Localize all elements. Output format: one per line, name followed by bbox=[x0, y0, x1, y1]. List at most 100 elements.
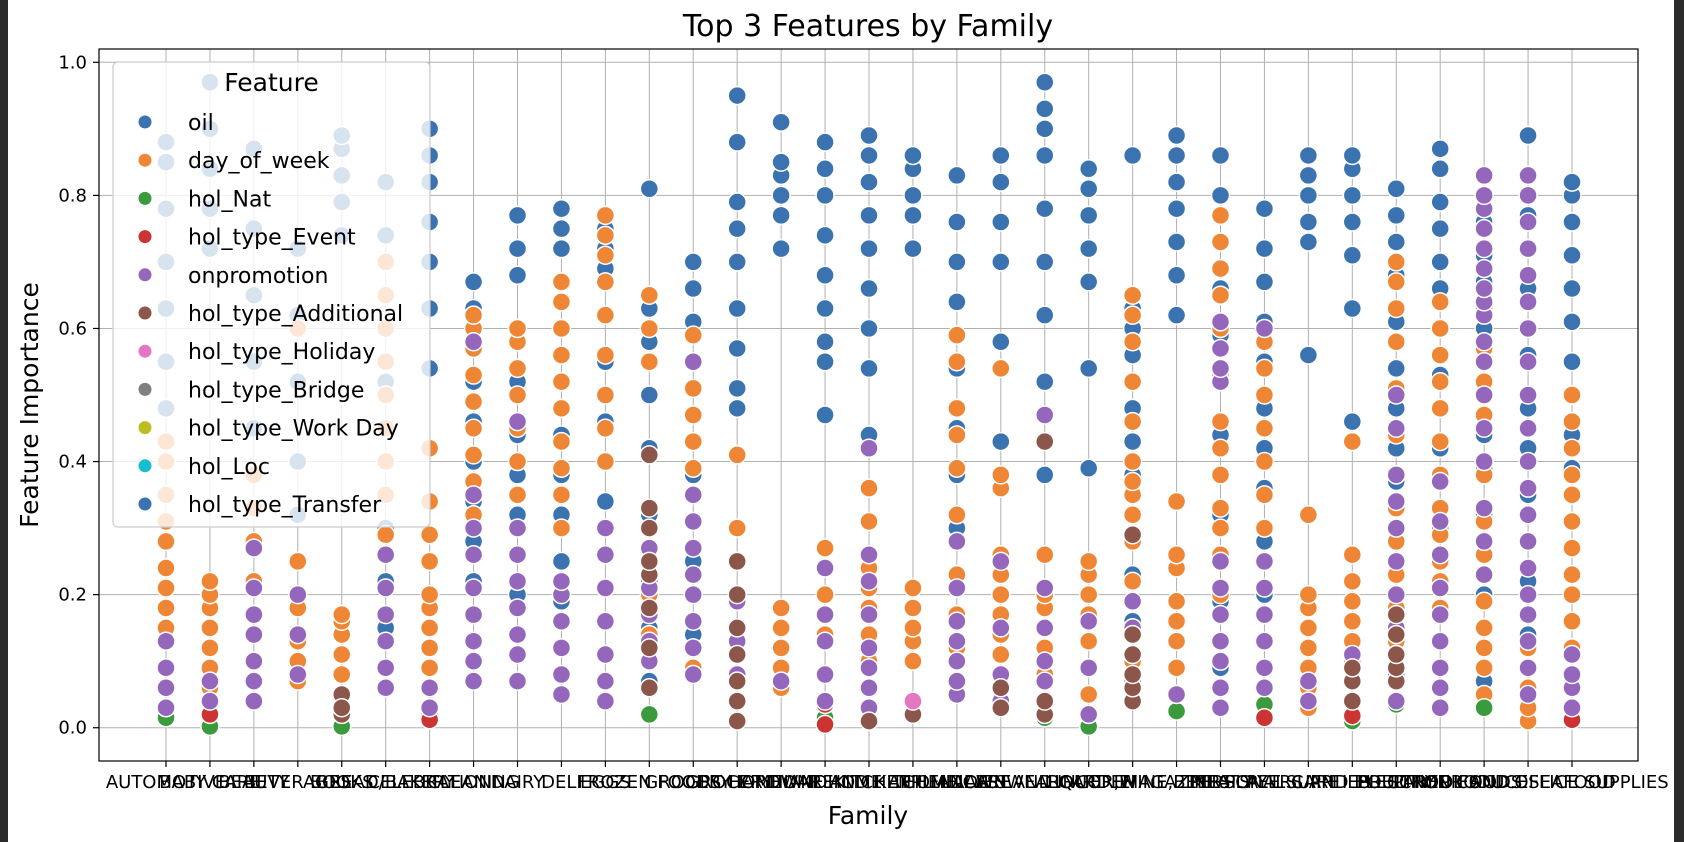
data-point bbox=[507, 671, 528, 691]
x-tick-label: MEATS bbox=[1190, 772, 1250, 793]
data-point bbox=[1518, 238, 1538, 259]
data-point bbox=[639, 598, 660, 618]
data-point bbox=[551, 551, 572, 572]
data-point bbox=[1078, 205, 1099, 226]
data-point bbox=[771, 152, 791, 172]
data-point bbox=[1210, 358, 1231, 379]
x-tick-label: GROCERY II bbox=[686, 772, 789, 793]
data-point bbox=[551, 218, 572, 239]
data-point bbox=[947, 458, 967, 478]
data-point bbox=[1518, 478, 1538, 498]
data-point bbox=[1035, 252, 1055, 272]
data-point bbox=[1298, 345, 1319, 365]
data-point bbox=[771, 112, 791, 132]
data-point bbox=[375, 631, 396, 651]
data-point bbox=[1386, 252, 1406, 272]
x-axis-label: Family bbox=[828, 801, 909, 830]
data-point bbox=[683, 564, 703, 585]
y-tick-label: 1.0 bbox=[58, 52, 87, 73]
data-point bbox=[1298, 505, 1319, 525]
data-point bbox=[200, 691, 220, 711]
data-point bbox=[815, 691, 835, 711]
data-point bbox=[1430, 578, 1450, 598]
data-point bbox=[1298, 212, 1319, 232]
data-point bbox=[1122, 451, 1143, 472]
x-tick-label: PRODUCE bbox=[1440, 772, 1529, 793]
data-point bbox=[991, 358, 1011, 379]
data-point bbox=[507, 205, 528, 226]
data-point bbox=[1474, 451, 1494, 472]
data-point bbox=[683, 664, 703, 685]
data-point bbox=[288, 664, 308, 685]
data-point bbox=[947, 425, 967, 445]
data-point bbox=[1166, 172, 1187, 192]
data-point bbox=[639, 318, 660, 339]
data-point bbox=[1122, 285, 1143, 305]
data-point bbox=[1386, 644, 1406, 665]
data-point bbox=[551, 238, 572, 259]
data-point bbox=[903, 238, 923, 259]
data-point bbox=[1562, 611, 1582, 632]
data-point bbox=[375, 525, 396, 545]
legend-marker bbox=[137, 305, 153, 321]
data-point bbox=[463, 604, 484, 625]
data-point bbox=[1430, 544, 1450, 565]
data-point bbox=[1430, 604, 1450, 625]
data-point bbox=[991, 678, 1011, 698]
data-point bbox=[727, 378, 747, 399]
data-point bbox=[1078, 611, 1099, 632]
data-point bbox=[683, 378, 703, 399]
data-point bbox=[1342, 571, 1363, 592]
data-point bbox=[1342, 611, 1363, 632]
data-point bbox=[507, 318, 528, 339]
data-point bbox=[1122, 525, 1143, 545]
data-point bbox=[727, 644, 747, 665]
data-point bbox=[419, 525, 440, 545]
data-point bbox=[1035, 671, 1055, 691]
data-point bbox=[332, 698, 352, 718]
data-point bbox=[1210, 312, 1231, 332]
data-point bbox=[419, 658, 440, 678]
data-point bbox=[1078, 178, 1099, 199]
data-point bbox=[859, 604, 879, 625]
data-point bbox=[639, 678, 660, 698]
data-point bbox=[1254, 418, 1275, 439]
x-tick-label: LADIESWEAR bbox=[941, 772, 1060, 793]
data-point bbox=[991, 145, 1011, 166]
data-point bbox=[683, 611, 703, 632]
legend-entry-label: hol_Nat bbox=[188, 187, 271, 212]
x-tick-label: HARDWARE bbox=[729, 772, 834, 793]
data-point bbox=[1078, 704, 1099, 725]
data-point bbox=[1474, 332, 1494, 352]
data-point bbox=[551, 431, 572, 452]
data-point bbox=[1298, 691, 1319, 711]
data-point bbox=[595, 385, 616, 405]
series-onpromotion bbox=[156, 165, 1582, 725]
data-point bbox=[683, 405, 703, 425]
data-point bbox=[1518, 451, 1538, 472]
data-point bbox=[419, 551, 440, 572]
data-point bbox=[1518, 505, 1538, 525]
data-point bbox=[1122, 471, 1143, 492]
x-tick-label: CELEBRATION bbox=[367, 772, 491, 793]
data-point bbox=[947, 212, 967, 232]
data-point bbox=[1562, 664, 1582, 685]
data-point bbox=[1518, 385, 1538, 405]
data-point bbox=[1518, 351, 1538, 372]
data-point bbox=[815, 265, 835, 285]
x-tick-label: SCHOOL AND OFFICE SUPPLIES bbox=[1387, 772, 1668, 793]
data-point bbox=[1166, 611, 1187, 632]
data-point bbox=[1122, 411, 1143, 432]
data-point bbox=[1210, 631, 1231, 651]
data-point bbox=[1254, 578, 1275, 598]
data-point bbox=[1518, 292, 1538, 312]
x-tick-label: LAWN AND GARDEN bbox=[954, 772, 1136, 793]
data-point bbox=[1562, 644, 1582, 665]
data-point bbox=[507, 358, 528, 379]
data-point bbox=[1518, 631, 1538, 651]
data-point bbox=[1166, 701, 1187, 721]
data-point bbox=[947, 671, 967, 691]
data-point bbox=[156, 678, 176, 698]
legend-marker bbox=[137, 267, 153, 283]
data-point bbox=[1474, 618, 1494, 638]
